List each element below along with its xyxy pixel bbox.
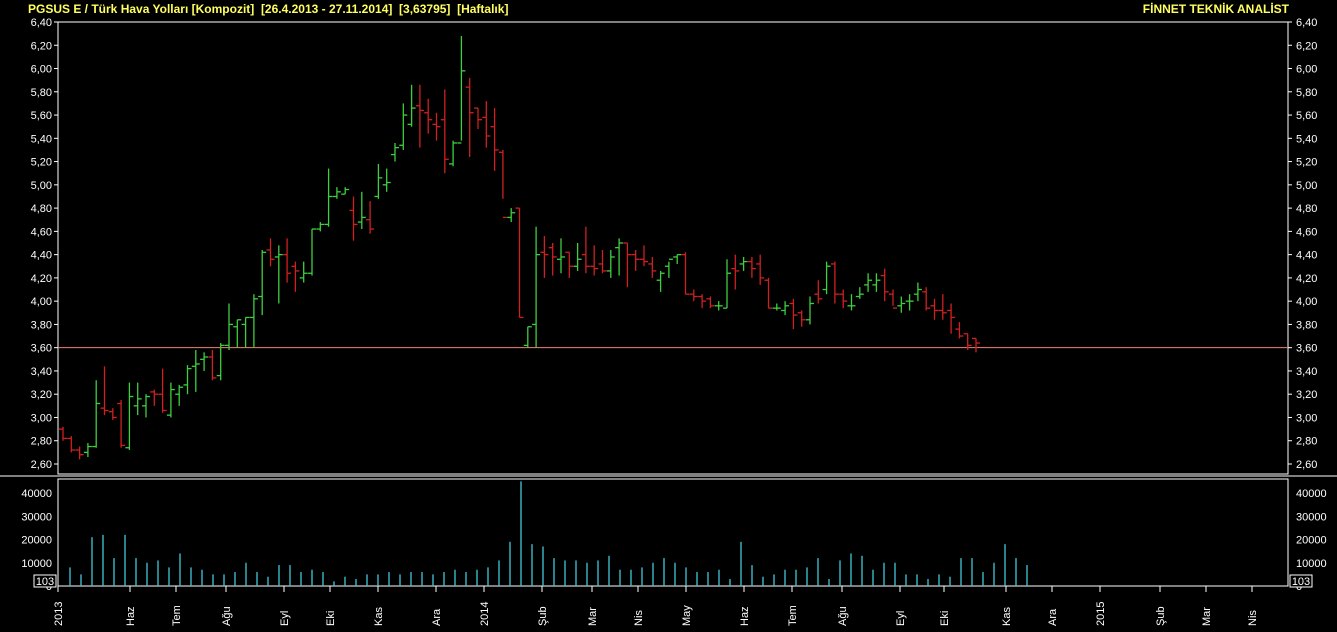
x-tick-label: 2015 (1095, 602, 1107, 626)
x-tick-label: Eyl (279, 611, 291, 626)
price-tick-label-right: 6,40 (1296, 17, 1317, 29)
x-tick-label: Haz (739, 606, 751, 626)
price-tick-label-left: 2,80 (31, 436, 52, 448)
period-label: [Haftalık] (457, 2, 509, 16)
price-tick-label-right: 5,60 (1296, 110, 1317, 122)
volume-tick-label-right: 20000 (1296, 535, 1327, 547)
price-tick-label-left: 3,80 (31, 319, 52, 331)
volume-unit-label-right: 103 (1292, 576, 1310, 588)
x-tick-label: May (681, 605, 693, 626)
price-panel-frame (57, 21, 1289, 475)
price-tick-label-left: 4,00 (31, 296, 52, 308)
x-tick-label: Ağu (221, 606, 233, 626)
price-tick-label-left: 3,20 (31, 389, 52, 401)
price-tick-label-right: 4,20 (1296, 273, 1317, 285)
price-tick-label-left: 5,00 (31, 180, 52, 192)
brand-label: FİNNET TEKNİK ANALİST (1142, 2, 1289, 16)
x-tick-label: Tem (787, 605, 799, 626)
x-tick-label: Eyl (895, 611, 907, 626)
price-tick-label-right: 5,00 (1296, 180, 1317, 192)
price-tick-label-left: 5,80 (31, 87, 52, 99)
price-tick-label-right: 5,20 (1296, 157, 1317, 169)
price-tick-label-left: 6,00 (31, 64, 52, 76)
x-tick-label: Ara (431, 608, 443, 626)
price-tick-label-left: 6,20 (31, 40, 52, 52)
volume-tick-label-right: 40000 (1296, 488, 1327, 500)
price-tick-label-left: 4,20 (31, 273, 52, 285)
price-tick-label-right: 4,00 (1296, 296, 1317, 308)
price-tick-label-left: 4,40 (31, 250, 52, 262)
x-tick-label: Ara (1047, 608, 1059, 626)
x-tick-label: Mar (587, 607, 599, 626)
volume-tick-label-right: 10000 (1296, 558, 1327, 570)
chart-header-left: PGSUS E / Türk Hava Yolları [Kompozit] [… (28, 2, 508, 16)
volume-tick-label-left: 30000 (21, 511, 52, 523)
symbol-label: PGSUS E / Türk Hava Yolları [Kompozit] (28, 2, 255, 16)
price-tick-label-left: 5,60 (31, 110, 52, 122)
price-tick-label-left: 5,40 (31, 133, 52, 145)
price-tick-label-right: 4,80 (1296, 203, 1317, 215)
volume-panel-frame (57, 478, 1289, 587)
price-tick-label-right: 3,40 (1296, 366, 1317, 378)
price-tick-label-right: 2,80 (1296, 436, 1317, 448)
x-tick-label: Tem (171, 605, 183, 626)
price-tick-label-left: 5,20 (31, 157, 52, 169)
price-tick-label-right: 3,80 (1296, 319, 1317, 331)
x-tick-label: 2013 (53, 602, 65, 626)
price-tick-label-right: 6,00 (1296, 64, 1317, 76)
price-tick-label-left: 3,00 (31, 412, 52, 424)
date-range-label: [26.4.2013 - 27.11.2014] (260, 2, 393, 16)
price-tick-label-left: 3,40 (31, 366, 52, 378)
volume-tick-label-right: 30000 (1296, 511, 1327, 523)
x-tick-label: Şub (1155, 606, 1167, 626)
x-tick-label: Ağu (837, 606, 849, 626)
x-tick-label: Kas (373, 607, 385, 626)
price-tick-label-left: 4,80 (31, 203, 52, 215)
x-tick-label: Şub (537, 606, 549, 626)
price-tick-label-right: 5,80 (1296, 87, 1317, 99)
volume-unit-label-right-box (1289, 574, 1313, 588)
price-tick-label-right: 6,20 (1296, 40, 1317, 52)
price-tick-label-left: 3,60 (31, 343, 52, 355)
price-tick-label-right: 3,00 (1296, 412, 1317, 424)
x-tick-label: Nis (1247, 610, 1259, 626)
x-tick-label: Eki (939, 611, 951, 626)
price-tick-label-right: 2,60 (1296, 459, 1317, 471)
price-tick-label-left: 6,40 (31, 17, 52, 29)
volume-tick-label-left: 10000 (21, 558, 52, 570)
x-tick-label: Eki (325, 611, 337, 626)
price-tick-label-left: 2,60 (31, 459, 52, 471)
price-tick-label-left: 4,60 (31, 226, 52, 238)
volume-unit-label-left: 103 (36, 576, 54, 588)
price-tick-label-right: 3,20 (1296, 389, 1317, 401)
x-tick-label: Nis (633, 610, 645, 626)
x-tick-label: 2014 (479, 602, 491, 626)
price-tick-label-right: 5,40 (1296, 133, 1317, 145)
last-value-label: [3,63795] (399, 2, 451, 16)
volume-tick-label-left: 20000 (21, 535, 52, 547)
price-tick-label-right: 4,60 (1296, 226, 1317, 238)
x-tick-label: Kas (1001, 607, 1013, 626)
price-tick-label-right: 3,60 (1296, 343, 1317, 355)
price-tick-label-right: 4,40 (1296, 250, 1317, 262)
x-tick-label: Haz (125, 606, 137, 626)
volume-unit-label-left-box (33, 574, 57, 588)
volume-tick-label-left: 40000 (21, 488, 52, 500)
x-tick-label: Mar (1201, 607, 1213, 626)
